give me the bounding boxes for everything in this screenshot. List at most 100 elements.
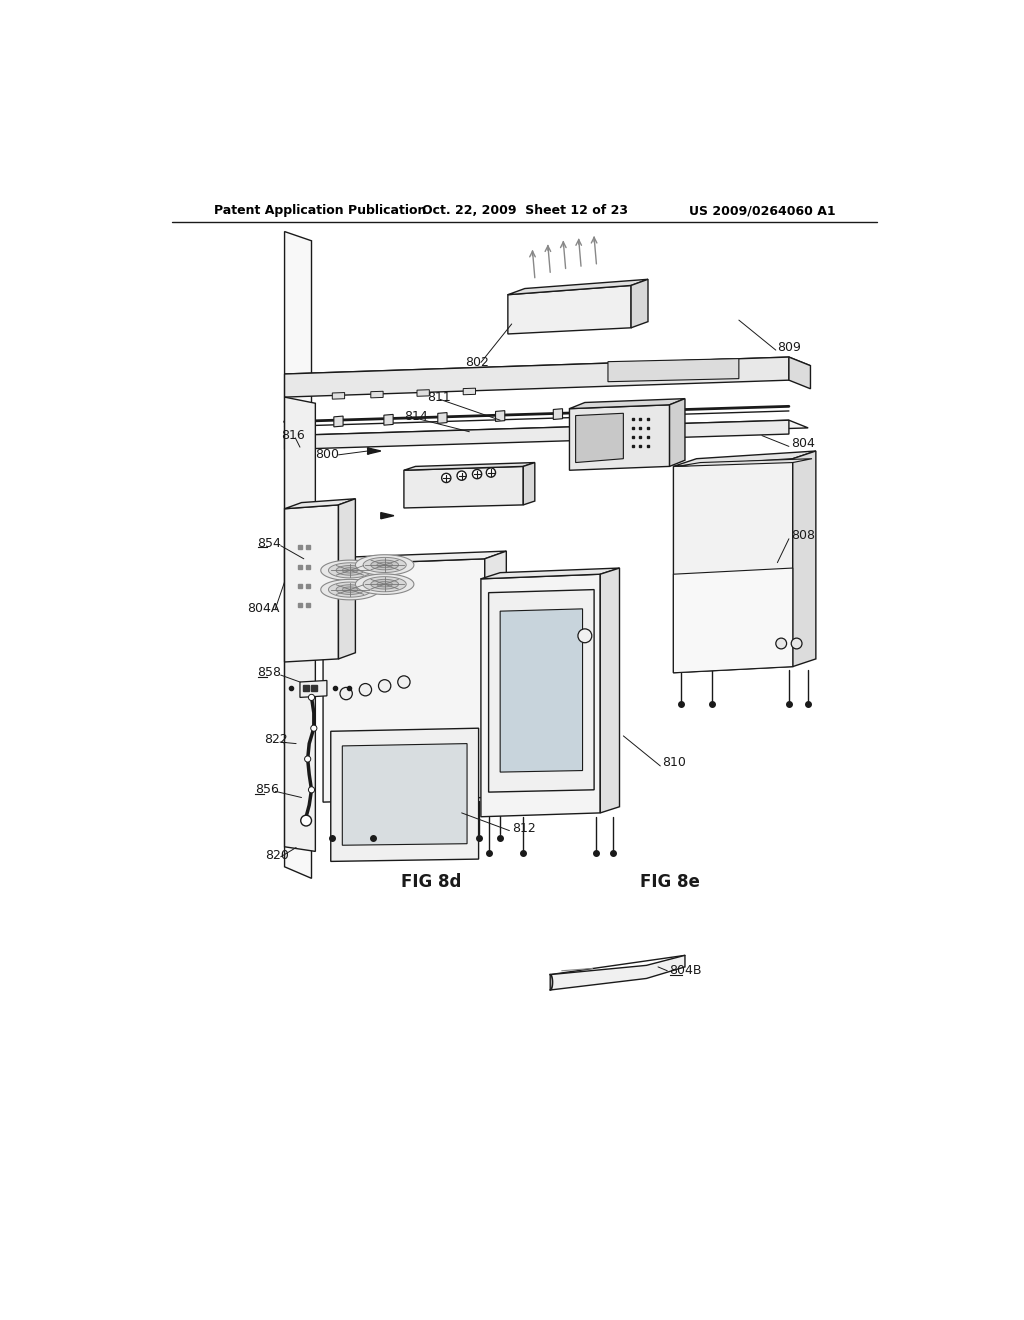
Text: FIG 8d: FIG 8d <box>400 874 461 891</box>
Circle shape <box>472 470 481 479</box>
Polygon shape <box>355 554 414 576</box>
Polygon shape <box>553 409 562 420</box>
Polygon shape <box>674 568 793 673</box>
Circle shape <box>340 688 352 700</box>
Polygon shape <box>300 681 327 697</box>
Circle shape <box>304 756 310 762</box>
Polygon shape <box>334 416 343 426</box>
Polygon shape <box>285 499 355 508</box>
Polygon shape <box>321 579 379 599</box>
Polygon shape <box>364 577 407 591</box>
Polygon shape <box>481 574 600 817</box>
Polygon shape <box>500 609 583 772</box>
Text: 814: 814 <box>403 409 428 422</box>
Polygon shape <box>403 462 535 470</box>
Polygon shape <box>403 466 523 508</box>
Polygon shape <box>377 562 392 568</box>
Circle shape <box>310 725 316 731</box>
Polygon shape <box>342 568 357 573</box>
Polygon shape <box>674 451 816 466</box>
Polygon shape <box>508 280 648 294</box>
Polygon shape <box>285 420 808 444</box>
Text: 802: 802 <box>466 356 489 370</box>
Polygon shape <box>371 560 398 570</box>
Text: 820: 820 <box>265 849 289 862</box>
Text: 811: 811 <box>427 391 451 404</box>
Polygon shape <box>381 512 394 519</box>
Polygon shape <box>329 582 372 597</box>
Text: 856: 856 <box>255 783 280 796</box>
Polygon shape <box>488 590 594 792</box>
Polygon shape <box>417 389 429 396</box>
Polygon shape <box>285 506 339 663</box>
Circle shape <box>301 816 311 826</box>
Polygon shape <box>631 280 648 327</box>
Polygon shape <box>484 552 506 797</box>
Text: 810: 810 <box>662 756 686 770</box>
Polygon shape <box>384 414 393 425</box>
Polygon shape <box>364 557 407 573</box>
Circle shape <box>359 684 372 696</box>
Polygon shape <box>331 729 478 862</box>
Circle shape <box>457 471 466 480</box>
Polygon shape <box>481 568 620 579</box>
Circle shape <box>792 638 802 649</box>
Polygon shape <box>793 451 816 667</box>
Text: 804B: 804B <box>670 964 702 977</box>
Polygon shape <box>285 358 810 383</box>
Polygon shape <box>371 579 398 589</box>
Polygon shape <box>323 552 506 565</box>
Polygon shape <box>670 399 685 466</box>
Text: FIG 8e: FIG 8e <box>640 874 699 891</box>
Polygon shape <box>285 397 315 851</box>
Circle shape <box>308 787 314 793</box>
Polygon shape <box>329 562 372 578</box>
Polygon shape <box>523 462 535 506</box>
Polygon shape <box>368 447 381 454</box>
Text: 800: 800 <box>315 449 339 462</box>
Polygon shape <box>677 459 812 466</box>
Text: Patent Application Publication: Patent Application Publication <box>214 205 426 218</box>
Polygon shape <box>788 358 810 389</box>
Text: 809: 809 <box>777 341 801 354</box>
Polygon shape <box>285 420 788 449</box>
Text: 816: 816 <box>282 429 305 442</box>
Text: US 2009/0264060 A1: US 2009/0264060 A1 <box>689 205 836 218</box>
Polygon shape <box>550 956 685 990</box>
Polygon shape <box>569 399 685 409</box>
Polygon shape <box>463 388 475 395</box>
Circle shape <box>397 676 410 688</box>
Text: Oct. 22, 2009  Sheet 12 of 23: Oct. 22, 2009 Sheet 12 of 23 <box>422 205 628 218</box>
Polygon shape <box>569 405 670 470</box>
Circle shape <box>776 638 786 649</box>
Polygon shape <box>575 413 624 462</box>
Polygon shape <box>496 411 505 421</box>
Polygon shape <box>333 392 345 399</box>
Polygon shape <box>323 558 484 803</box>
Polygon shape <box>339 499 355 659</box>
Circle shape <box>379 680 391 692</box>
Circle shape <box>578 628 592 643</box>
Text: 812: 812 <box>512 822 536 834</box>
Polygon shape <box>438 413 447 424</box>
Text: 804A: 804A <box>248 602 280 615</box>
Polygon shape <box>321 560 379 581</box>
Polygon shape <box>355 574 414 594</box>
Polygon shape <box>336 585 364 594</box>
Text: 808: 808 <box>792 529 815 543</box>
Circle shape <box>308 694 314 701</box>
Polygon shape <box>674 459 793 673</box>
Polygon shape <box>285 231 311 878</box>
Polygon shape <box>285 358 788 397</box>
Polygon shape <box>342 587 357 593</box>
Text: 804: 804 <box>792 437 815 450</box>
Text: 858: 858 <box>258 667 282 680</box>
Circle shape <box>486 469 496 478</box>
Polygon shape <box>608 359 739 381</box>
Text: 822: 822 <box>264 733 289 746</box>
Polygon shape <box>508 285 631 334</box>
Polygon shape <box>342 743 467 845</box>
Polygon shape <box>336 565 364 576</box>
Polygon shape <box>377 582 392 587</box>
Circle shape <box>441 474 451 483</box>
